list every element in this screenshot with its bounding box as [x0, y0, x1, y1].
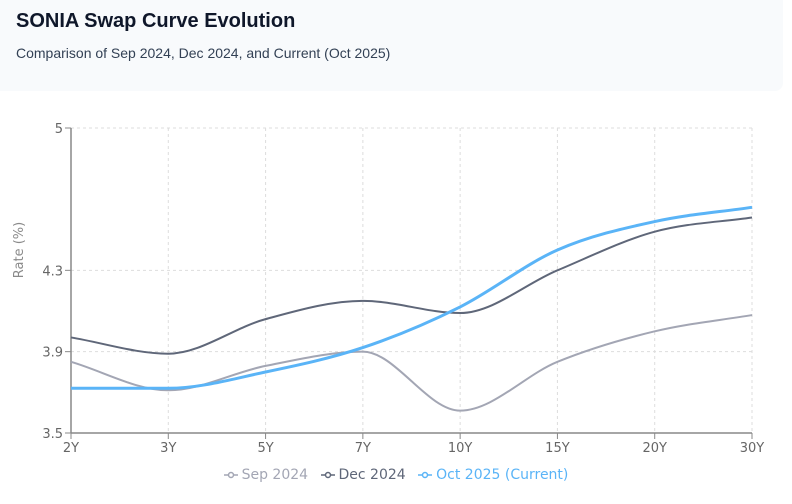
x-tick-label: 5Y: [257, 441, 273, 456]
legend-line-marker-icon: [418, 471, 433, 479]
legend-item-oct-2025[interactable]: Oct 2025 (Current): [418, 467, 568, 483]
y-tick-label: 5: [55, 122, 63, 137]
x-tick-label: 20Y: [642, 441, 667, 456]
chart-header: SONIA Swap Curve Evolution Comparison of…: [0, 0, 783, 91]
legend-label: Sep 2024: [241, 467, 309, 483]
x-tick-label: 15Y: [545, 441, 570, 456]
series-line-dec-2024[interactable]: [70, 216, 753, 355]
series-line-oct-2025[interactable]: [71, 205, 753, 390]
series-lines: [70, 205, 753, 412]
x-tick-label: 7Y: [355, 441, 371, 456]
series-line-sep-2024[interactable]: [70, 314, 753, 412]
legend-item-dec-2024[interactable]: Dec 2024: [320, 467, 406, 483]
y-axis-title: Rate (%): [12, 222, 27, 278]
x-tick-label: 3Y: [160, 441, 176, 456]
x-tick-label: 10Y: [448, 441, 473, 456]
y-tick-label: 4.3: [42, 264, 63, 279]
legend-label: Oct 2025 (Current): [436, 467, 569, 483]
x-tick-label: 2Y: [63, 441, 79, 456]
y-tick-label: 3.5: [42, 427, 63, 442]
x-tick-label: 30Y: [740, 441, 765, 456]
legend-line-marker-icon: [223, 471, 238, 479]
chart-subtitle: Comparison of Sep 2024, Dec 2024, and Cu…: [16, 45, 391, 61]
chart-title: SONIA Swap Curve Evolution: [16, 10, 296, 32]
legend-label: Dec 2024: [338, 467, 406, 483]
axes: 3.5 3.9 4.3 5 2Y 3Y 5Y 7Y 10Y 15Y 20Y 30Y: [42, 122, 764, 456]
grid-lines: [71, 127, 753, 433]
y-tick-label: 3.9: [42, 346, 63, 361]
legend-line-marker-icon: [320, 471, 335, 479]
legend: Sep 2024 Dec 2024 Oct 2025 (Current): [0, 467, 792, 484]
legend-item-sep-2024[interactable]: Sep 2024: [223, 467, 309, 483]
